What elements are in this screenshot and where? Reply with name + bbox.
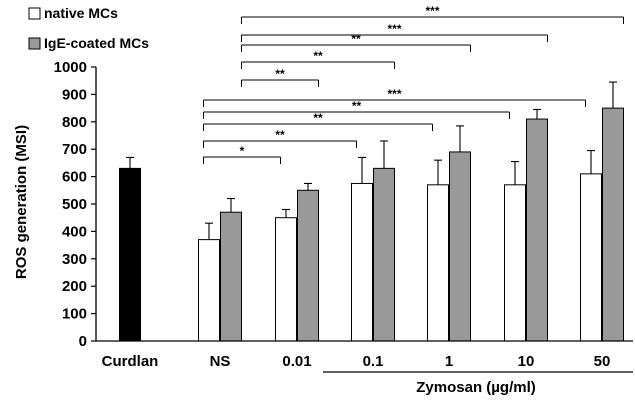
axes: 0 100 200 300 400 500 600 700 800 900 1000 Curdlan N…	[54, 59, 633, 370]
y-tick-label: 100	[62, 306, 87, 323]
x-tick-label: 50	[594, 353, 611, 370]
bar-coated	[220, 211, 242, 342]
bar-coated	[449, 151, 471, 342]
bar-coated	[373, 167, 395, 342]
legend-swatch-coated	[28, 37, 41, 50]
bar-native	[275, 217, 297, 342]
zymosan-group-label: Zymosan (µg/ml)	[416, 379, 536, 396]
y-tick-label: 800	[62, 114, 87, 131]
bar-native	[198, 239, 220, 342]
y-tick-label: 400	[62, 223, 87, 240]
sig-native-label: **	[275, 128, 285, 142]
y-tick-label: 200	[62, 278, 87, 295]
legend: native MCs IgE-coated MCs	[28, 5, 149, 51]
bar-curdlan	[119, 167, 141, 342]
sig-coated-label: ***	[387, 22, 401, 36]
sig-coated-label: **	[313, 49, 323, 63]
sig-coated-label: ***	[425, 4, 439, 18]
bar-native	[351, 182, 373, 342]
bar-native	[504, 184, 526, 342]
x-tick-label: 10	[518, 353, 535, 370]
y-tick-label: 0	[79, 333, 87, 350]
sig-native-label: *	[240, 144, 245, 158]
sig-native-label: **	[352, 99, 362, 113]
x-tick-label: NS	[210, 353, 231, 370]
y-tick-label: 600	[62, 169, 87, 186]
x-tick-label: 0.01	[282, 353, 311, 370]
sig-coated-label: **	[275, 67, 285, 81]
x-tick-label: Curdlan	[102, 353, 159, 370]
y-tick-label: 700	[62, 141, 87, 158]
bar-native	[580, 173, 602, 342]
y-tick-label: 1000	[54, 59, 87, 76]
legend-label-coated: IgE-coated MCs	[44, 35, 149, 51]
legend-label-native: native MCs	[44, 5, 118, 21]
legend-swatch-native	[28, 7, 41, 20]
y-tick-label: 500	[62, 196, 87, 213]
y-axis-title: ROS generation (MSI)	[13, 125, 30, 279]
bar-native	[427, 184, 449, 342]
bar-coated	[526, 118, 548, 342]
x-tick-label: 0.1	[363, 353, 384, 370]
bar-coated	[297, 189, 319, 342]
sig-coated-label: **	[351, 32, 361, 46]
bar-coated	[602, 107, 624, 342]
significance-brackets: **********************	[203, 4, 624, 164]
y-tick-label: 900	[62, 86, 87, 103]
sig-native-label: **	[313, 111, 323, 125]
y-tick-label: 300	[62, 251, 87, 268]
x-tick-label: 1	[445, 353, 453, 370]
sig-native-label: ***	[387, 87, 401, 101]
bars	[119, 81, 624, 342]
